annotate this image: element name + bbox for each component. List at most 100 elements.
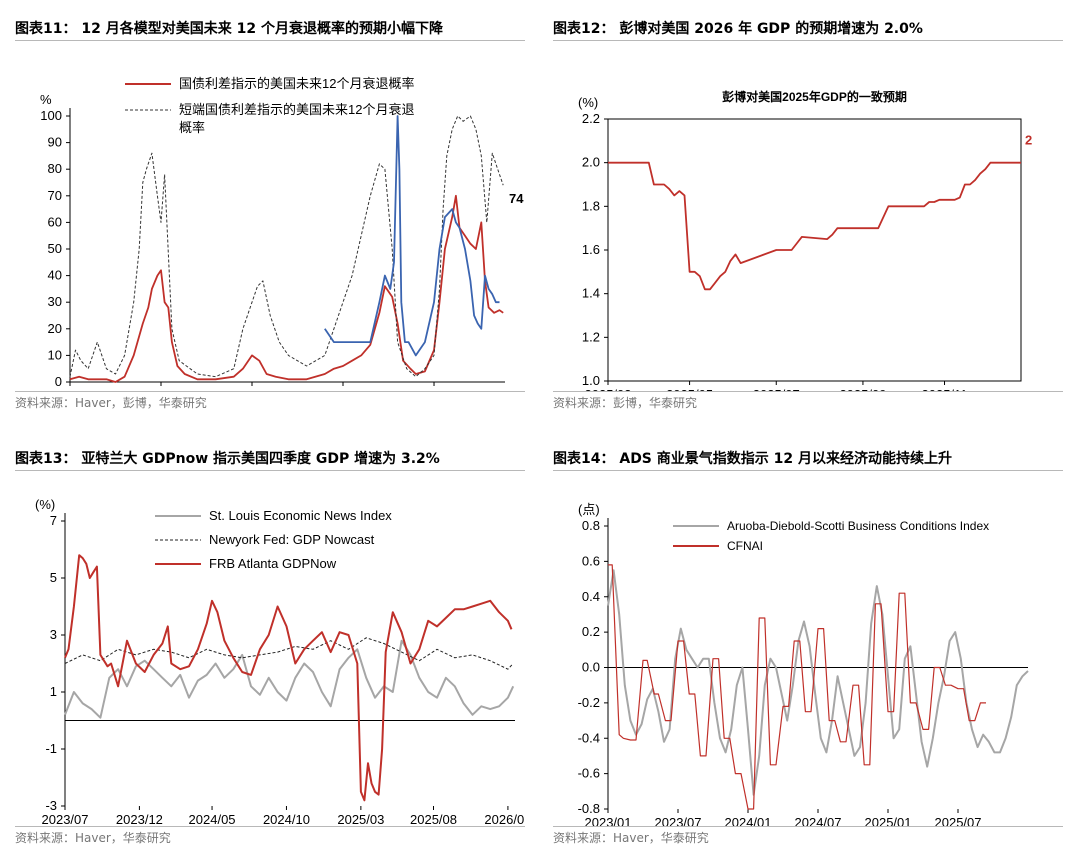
y-tick-label: 2.0 <box>582 155 600 170</box>
y-tick-label: 60 <box>48 214 62 229</box>
y-tick-label: -0.8 <box>578 801 600 816</box>
legend-label: Newyork Fed: GDP Nowcast <box>209 532 375 547</box>
source-note: 资料来源：Haver，华泰研究 <box>553 826 1063 849</box>
series-line-0 <box>607 569 1029 796</box>
y-tick-label: 0.6 <box>582 553 600 568</box>
chart-svg: 1.0 1.2 1.4 1.6 1.8 2.0 2.2 2025/03 2025/05 2025/… <box>578 89 1032 391</box>
x-tick-label: 2025/05 <box>666 387 713 391</box>
x-tick-label: 2025/07 <box>753 387 800 391</box>
chart-panel-12: 图表12： 彭博对美国 2026 年 GDP 的预期增速为 2.0% 1.0 1.… <box>553 18 1063 414</box>
panel-title: 图表12： 彭博对美国 2026 年 GDP 的预期增速为 2.0% <box>553 18 1063 41</box>
series-line-0 <box>608 161 1021 291</box>
chart-panel-11: 图表11： 12 月各模型对美国未来 12 个月衰退概率的预期小幅下降 0 10 2… <box>15 18 525 414</box>
panel-title: 图表11： 12 月各模型对美国未来 12 个月衰退概率的预期小幅下降 <box>15 18 525 41</box>
y-tick-label: 0.0 <box>582 660 600 675</box>
legend-label: Aruoba-Diebold-Scotti Business Condition… <box>727 519 989 533</box>
y-axis-label: % <box>40 92 52 107</box>
plot-frame <box>607 118 1022 382</box>
y-tick-label: -3 <box>45 798 57 813</box>
y-tick-label: 1.8 <box>582 198 600 213</box>
x-tick-label: 2002 <box>56 388 85 391</box>
y-tick-label: 40 <box>48 268 62 283</box>
series-line-1 <box>608 564 986 810</box>
x-tick-label: 2023/01 <box>585 815 632 826</box>
y-tick-label: 50 <box>48 241 62 256</box>
y-tick-label: 0.2 <box>582 624 600 639</box>
chart-area: 1.0 1.2 1.4 1.6 1.8 2.0 2.2 2025/03 2025/05 2025/… <box>553 41 1063 391</box>
panel-title: 图表13： 亚特兰大 GDPnow 指示美国四季度 GDP 增速为 3.2% <box>15 448 525 471</box>
series-line-2 <box>324 115 500 357</box>
y-tick-label: -0.2 <box>578 695 600 710</box>
y-axis-label: (%) <box>578 95 598 110</box>
x-tick-label: 2025/08 <box>410 812 457 826</box>
y-tick-label: 100 <box>40 108 62 123</box>
y-tick-label: 20 <box>48 321 62 336</box>
source-note: 资料来源：彭博，华泰研究 <box>553 391 1063 414</box>
legend-label: CFNAI <box>727 539 763 553</box>
y-tick-label: 3 <box>50 627 57 642</box>
x-tick-label: 2025/03 <box>337 812 384 826</box>
chart-title: 彭博对美国2025年GDP的一致预期 <box>722 89 907 104</box>
series-line-2 <box>64 554 513 802</box>
y-tick-label: 70 <box>48 188 62 203</box>
series-line-1 <box>69 115 504 378</box>
x-tick-label: 2024/07 <box>795 815 842 826</box>
y-axis-label: (%) <box>35 497 55 512</box>
chart-svg: -3 -1 1 3 5 7 2023/07 2023/12 2024/05 2024/10 2025… <box>35 497 525 826</box>
x-tick-label: 2025/11 <box>922 387 968 391</box>
y-tick-label: 1.4 <box>582 286 600 301</box>
y-tick-label: 90 <box>48 135 62 150</box>
legend-label: 短端国债利差指示的美国未来12个月衰退 <box>179 102 414 117</box>
y-tick-label: 7 <box>50 513 57 528</box>
source-note: 资料来源：Haver，华泰研究 <box>15 826 525 849</box>
series-line-0 <box>64 639 515 719</box>
y-tick-label: 30 <box>48 294 62 309</box>
x-tick-label: 2025/03 <box>585 387 632 391</box>
y-tick-label: 1.0 <box>582 373 600 388</box>
y-tick-label: -1 <box>45 741 57 756</box>
x-tick-label: 2007 <box>147 388 176 391</box>
y-tick-label: 0.4 <box>582 589 600 604</box>
x-tick-label: 2023/07 <box>42 812 89 826</box>
x-tick-label: 2017 <box>329 388 358 391</box>
legend-label: 国债利差指示的美国未来12个月衰退概率 <box>179 76 414 91</box>
y-tick-label: -0.6 <box>578 766 600 781</box>
legend-label: St. Louis Economic News Index <box>209 508 392 523</box>
y-tick-label: 80 <box>48 161 62 176</box>
chart-panel-14: 图表14： ADS 商业景气指数指示 12 月以来经济动能持续上升 -0.8 -0… <box>553 448 1063 849</box>
legend-label: FRB Atlanta GDPNow <box>209 556 337 571</box>
x-tick-label: 2024/05 <box>189 812 236 826</box>
data-annotation: 2 <box>1025 133 1032 148</box>
y-tick-label: -0.4 <box>578 730 600 745</box>
chart-area: -0.8 -0.6 -0.4 -0.2 0.0 0.2 0.4 0.6 0.8 2023/01 20… <box>553 471 1063 826</box>
x-tick-label: 2024/10 <box>263 812 310 826</box>
data-annotation: 74 <box>509 191 524 206</box>
x-tick-label: 2023/12 <box>116 812 163 826</box>
x-tick-label: 2024/01 <box>725 815 772 826</box>
chart-area: -3 -1 1 3 5 7 2023/07 2023/12 2024/05 2024/10 2025… <box>15 471 525 826</box>
chart-svg: -0.8 -0.6 -0.4 -0.2 0.0 0.2 0.4 0.6 0.8 2023/01 20… <box>578 502 1029 826</box>
y-tick-label: 2.2 <box>582 111 600 126</box>
y-tick-label: 0 <box>55 374 62 389</box>
y-tick-label: 1.2 <box>582 329 600 344</box>
x-tick-label: 2012 <box>238 388 267 391</box>
x-tick-label: 2025/07 <box>935 815 982 826</box>
x-tick-label: 2022 <box>420 388 449 391</box>
legend-label-cont: 概率 <box>179 120 205 135</box>
y-tick-label: 1.6 <box>582 242 600 257</box>
panel-title: 图表14： ADS 商业景气指数指示 12 月以来经济动能持续上升 <box>553 448 1063 471</box>
chart-area: 0 10 20 30 40 50 60 70 80 90 100 2002 2007 2012 2017 20… <box>15 41 525 391</box>
y-axis-label: (点) <box>578 502 600 517</box>
x-tick-label: 2026/01 <box>484 812 525 826</box>
y-tick-label: 0.8 <box>582 518 600 533</box>
series-line-0 <box>69 194 504 383</box>
source-note: 资料来源：Haver，彭博，华泰研究 <box>15 391 525 414</box>
chart-svg: 0 10 20 30 40 50 60 70 80 90 100 2002 2007 2012 2017 20… <box>40 76 524 391</box>
x-tick-label: 2025/09 <box>839 387 886 391</box>
x-tick-label: 2023/07 <box>655 815 702 826</box>
y-tick-label: 5 <box>50 570 57 585</box>
y-tick-label: 10 <box>48 347 62 362</box>
x-tick-label: 2025/01 <box>865 815 912 826</box>
chart-panel-13: 图表13： 亚特兰大 GDPnow 指示美国四季度 GDP 增速为 3.2% -… <box>15 448 525 849</box>
y-tick-label: 1 <box>50 684 57 699</box>
